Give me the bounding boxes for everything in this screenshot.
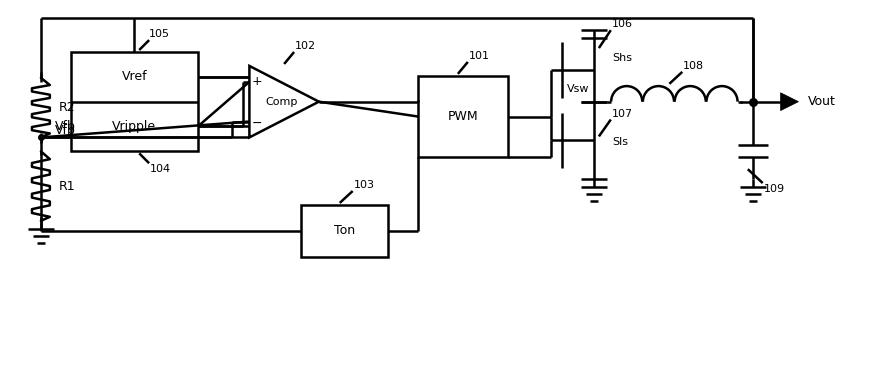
Text: 101: 101 xyxy=(469,51,490,61)
Text: 103: 103 xyxy=(354,180,374,190)
Text: PWM: PWM xyxy=(447,110,478,123)
Polygon shape xyxy=(781,93,798,110)
Text: Ton: Ton xyxy=(334,224,356,237)
Text: Vfb: Vfb xyxy=(55,124,76,137)
Text: Sls: Sls xyxy=(612,137,628,147)
Text: 106: 106 xyxy=(612,19,633,29)
Text: 105: 105 xyxy=(149,29,170,39)
Text: R1: R1 xyxy=(59,180,76,193)
Bar xyxy=(301,205,388,257)
Polygon shape xyxy=(250,66,319,137)
Text: Shs: Shs xyxy=(612,53,632,63)
Text: 104: 104 xyxy=(150,164,172,174)
Bar xyxy=(418,76,508,157)
Text: Comp: Comp xyxy=(265,97,297,107)
Text: 107: 107 xyxy=(612,109,633,119)
Text: 102: 102 xyxy=(295,41,316,51)
Text: −: − xyxy=(252,117,262,130)
Text: Vout: Vout xyxy=(808,95,837,108)
Text: 109: 109 xyxy=(764,184,785,194)
Text: 108: 108 xyxy=(684,61,704,71)
Text: Vref: Vref xyxy=(122,70,147,83)
Text: Vfb: Vfb xyxy=(55,121,76,133)
Text: +: + xyxy=(252,75,262,88)
Text: R2: R2 xyxy=(59,101,76,114)
Text: Vripple: Vripple xyxy=(112,120,156,133)
Bar xyxy=(71,52,197,151)
Text: Vsw: Vsw xyxy=(566,84,589,94)
